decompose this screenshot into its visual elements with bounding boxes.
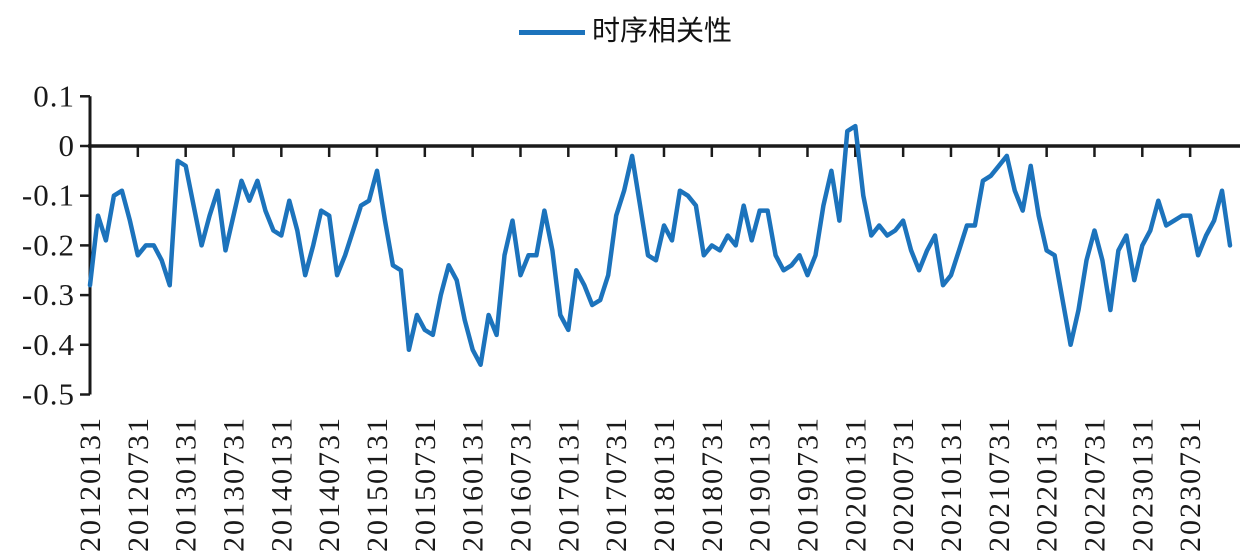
y-tick-label: -0.3 [22,277,75,312]
x-tick-label: 20120131 [74,416,107,552]
x-tick-label: 20220131 [1031,416,1064,552]
x-tick-label: 20230131 [1126,416,1159,552]
x-tick-label: 20180731 [696,416,729,552]
x-tick-label: 20130731 [217,416,250,552]
x-tick-label: 20150131 [361,416,394,552]
x-tick-label: 20230731 [1174,416,1207,552]
series-line [87,123,1233,367]
x-tick-label: 20200131 [839,416,872,552]
legend-series-label: 时序相关性 [591,16,732,47]
x-tick-label: 20160131 [457,416,490,552]
x-tick-label: 20220731 [1078,416,1111,552]
y-tick-label: 0.1 [33,78,75,113]
chart-legend: 时序相关性 [0,14,1251,50]
x-tick-label: 20170131 [552,416,585,552]
x-tick-label: 20170731 [600,416,633,552]
legend-line-icon [518,29,585,35]
x-tick-label: 20120731 [122,416,155,552]
x-tick-label: 20210131 [935,416,968,552]
x-tick-label: 20140131 [265,416,298,552]
y-tick-label: -0.4 [22,327,75,362]
x-tick-label: 20160731 [504,416,537,552]
x-tick-label: 20130131 [170,416,203,552]
y-tick-label: -0.1 [22,178,75,213]
x-tick-label: 20150731 [409,416,442,552]
y-tick-label: -0.2 [22,227,75,262]
x-tick-label: 20200731 [887,416,920,552]
y-tick-label: -0.5 [22,377,75,412]
x-tick-label: 20190731 [791,416,824,552]
x-tick-label: 20210731 [983,416,1016,552]
x-tick-label: 20140731 [313,416,346,552]
x-tick-label: 20180131 [648,416,681,552]
x-tick-label: 20190131 [744,416,777,552]
y-tick-label: 0 [59,128,76,163]
